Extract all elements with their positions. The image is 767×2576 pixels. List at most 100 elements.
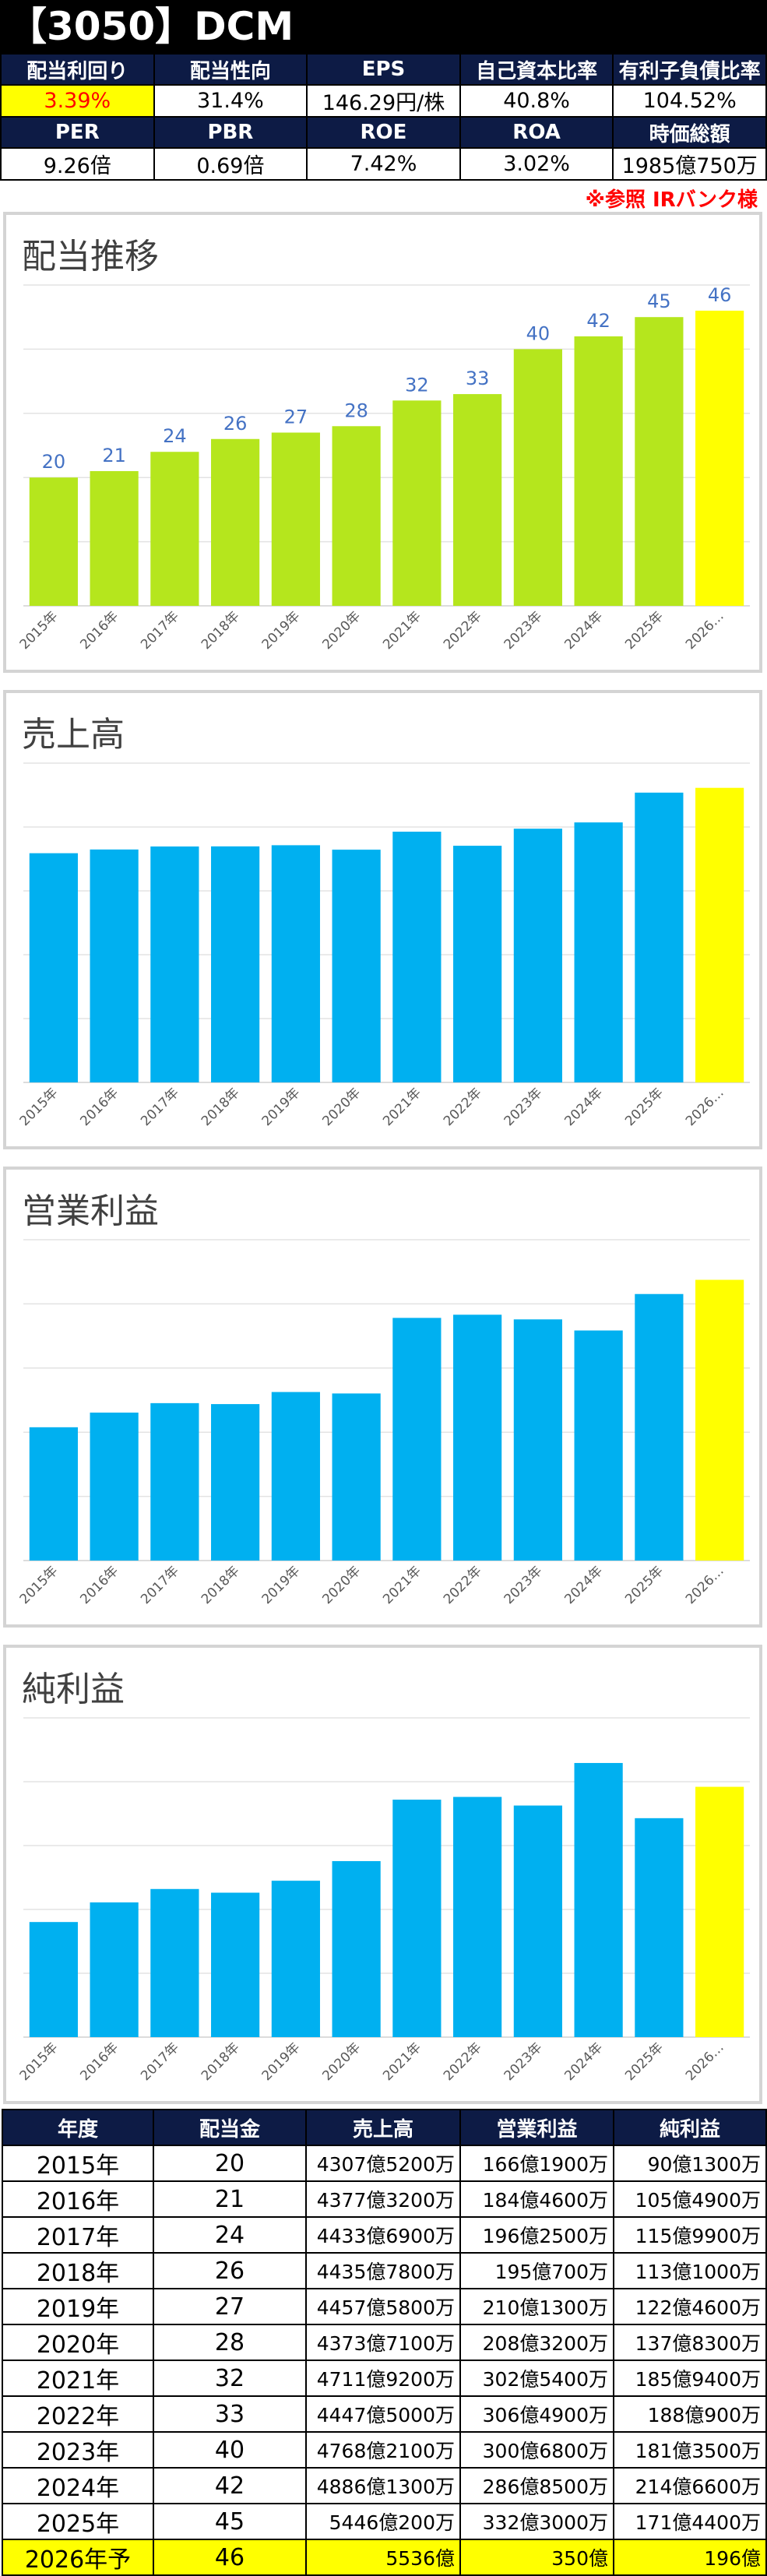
dividend-cell: 45 xyxy=(153,2503,307,2540)
bar xyxy=(695,787,744,1082)
roe-value: 7.42% xyxy=(306,147,461,181)
data-label: 24 xyxy=(163,425,187,447)
operating-income-cell: 306億4900万 xyxy=(459,2395,614,2433)
sales-cell: 4768億2100万 xyxy=(305,2431,461,2469)
year-cell: 2015年 xyxy=(2,2145,154,2182)
table-header-row: 年度 配当金 売上高 営業利益 純利益 xyxy=(2,2109,767,2146)
sales-cell: 4435億7800万 xyxy=(305,2252,461,2289)
chart-title: 営業利益 xyxy=(22,1191,159,1231)
data-label: 26 xyxy=(223,413,248,435)
net-income-cell: 181億3500万 xyxy=(613,2431,767,2469)
operating-income-cell: 210億1300万 xyxy=(459,2288,614,2325)
table-row: 2022年 33 4447億5000万 306億4900万 188億900万 xyxy=(2,2395,767,2433)
bar xyxy=(574,1330,623,1561)
x-tick-label: 2023年 xyxy=(501,1085,546,1129)
x-tick-label: 2026… xyxy=(683,608,727,653)
data-label: 32 xyxy=(405,374,429,396)
bar xyxy=(392,832,442,1082)
sales-cell: 4307億5200万 xyxy=(305,2145,461,2182)
x-tick-label: 2019年 xyxy=(259,1085,304,1129)
bar xyxy=(392,1318,442,1561)
bar xyxy=(271,432,320,606)
operating-income-cell: 195億700万 xyxy=(459,2252,614,2289)
chart-title: 配当推移 xyxy=(22,237,159,276)
debt-ratio-value: 104.52% xyxy=(612,84,767,118)
bar xyxy=(453,1797,502,2037)
x-tick-label: 2020年 xyxy=(319,2039,364,2084)
dividend-cell: 27 xyxy=(153,2288,307,2325)
bar xyxy=(635,792,684,1082)
year-cell: 2024年 xyxy=(2,2467,154,2504)
source-note: ※参照 IRバンク様 xyxy=(585,188,758,212)
x-tick-label: 2017年 xyxy=(138,1085,182,1129)
x-tick-label: 2020年 xyxy=(319,1563,364,1607)
stats-label-row-2: PER PBR ROE ROA 時価総額 xyxy=(0,116,767,149)
net-income-cell: 188億900万 xyxy=(613,2395,767,2433)
stat-label: 自己資本比率 xyxy=(459,53,614,86)
bar xyxy=(513,1319,562,1561)
year-cell: 2023年 xyxy=(2,2431,154,2469)
net-income-cell: 122億4600万 xyxy=(613,2288,767,2325)
operating-income-cell: 286億8500万 xyxy=(459,2467,614,2504)
dividend-cell: 32 xyxy=(153,2360,307,2397)
market-cap-value: 1985億750万 xyxy=(612,147,767,181)
stat-label: 配当性向 xyxy=(153,53,308,86)
table-row: 2015年 20 4307億5200万 166億1900万 90億1300万 xyxy=(2,2145,767,2182)
bar xyxy=(271,1392,320,1561)
x-tick-label: 2015年 xyxy=(17,1085,62,1129)
stat-label: EPS xyxy=(306,53,461,86)
x-tick-label: 2024年 xyxy=(561,2039,606,2084)
dividend-yield-value: 3.39% xyxy=(0,84,155,118)
bar xyxy=(513,829,562,1082)
bar xyxy=(211,1892,260,2037)
sales-cell: 5446億200万 xyxy=(305,2503,461,2540)
stats-value-row-2: 9.26倍 0.69倍 7.42% 3.02% 1985億750万 xyxy=(0,147,767,181)
x-tick-label: 2017年 xyxy=(138,2039,182,2084)
bar xyxy=(150,1402,199,1561)
stat-label: ROA xyxy=(459,116,614,149)
x-tick-label: 2022年 xyxy=(441,2039,485,2084)
bar xyxy=(392,1800,442,2037)
operating-income-chart-panel: 営業利益 2015年 2016年 2017年 2018年 2019年 2020年 2021年 2… xyxy=(3,1167,762,1628)
x-tick-label: 2022年 xyxy=(441,1563,485,1607)
bar xyxy=(453,394,502,606)
stat-label: 配当利回り xyxy=(0,53,155,86)
x-tick-label: 2026… xyxy=(683,2039,727,2084)
sales-cell: 4711億9200万 xyxy=(305,2360,461,2397)
x-tick-label: 2025年 xyxy=(622,2039,667,2084)
operating-income-cell: 184億4600万 xyxy=(459,2180,614,2218)
table-row: 2020年 28 4373億7100万 208億3200万 137億8300万 xyxy=(2,2324,767,2361)
x-tick-label: 2023年 xyxy=(501,608,546,653)
roa-value: 3.02% xyxy=(459,147,614,181)
x-tick-label: 2025年 xyxy=(622,1085,667,1129)
x-tick-label: 2025年 xyxy=(622,608,667,653)
payout-ratio-value: 31.4% xyxy=(153,84,308,118)
x-tick-label: 2022年 xyxy=(441,608,485,653)
x-tick-label: 2024年 xyxy=(561,608,606,653)
dividend-cell: 26 xyxy=(153,2252,307,2289)
table-row: 2016年 21 4377億3200万 184億4600万 105億4900万 xyxy=(2,2180,767,2218)
bar xyxy=(635,317,684,606)
bar xyxy=(211,438,260,606)
col-header-year: 年度 xyxy=(2,2109,154,2146)
bar xyxy=(150,452,199,606)
year-cell: 2025年 xyxy=(2,2503,154,2540)
year-cell: 2018年 xyxy=(2,2252,154,2289)
x-tick-label: 2026… xyxy=(683,1563,727,1607)
data-label: 20 xyxy=(42,451,66,473)
col-header-net-income: 純利益 xyxy=(613,2109,767,2146)
per-value: 9.26倍 xyxy=(0,147,155,181)
bar xyxy=(150,846,199,1082)
stat-label: PBR xyxy=(153,116,308,149)
x-tick-label: 2019年 xyxy=(259,2039,304,2084)
bar xyxy=(574,1762,623,2037)
bar xyxy=(211,846,260,1082)
year-cell: 2019年 xyxy=(2,2288,154,2325)
operating-income-chart: 営業利益 2015年 2016年 2017年 2018年 2019年 2020年 2021年 2… xyxy=(17,1191,750,1607)
bar xyxy=(332,1393,381,1561)
sales-cell: 4373億7100万 xyxy=(305,2324,461,2361)
operating-income-cell: 208億3200万 xyxy=(459,2324,614,2361)
x-tick-label: 2026… xyxy=(683,1085,727,1129)
dividend-cell: 42 xyxy=(153,2467,307,2504)
dividend-cell: 28 xyxy=(153,2324,307,2361)
